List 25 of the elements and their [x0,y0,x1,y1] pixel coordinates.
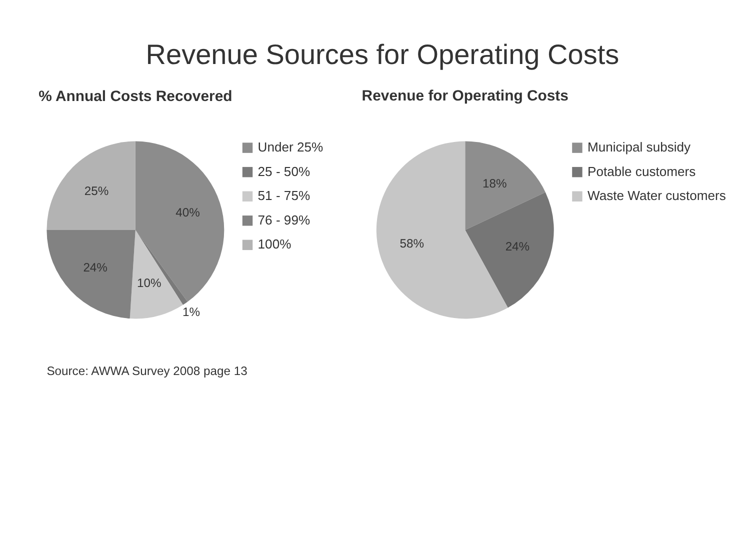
chart-subtitle: Revenue for Operating Costs [362,87,568,104]
pie-slice [465,141,546,230]
text: Revenue Sources for Operating Costs [146,38,620,70]
legend-label: 51 - 75% [258,188,310,204]
legend-label: Under 25% [258,140,324,155]
data-label: 24% [83,260,108,274]
legend-label: Municipal subsidy [587,140,692,155]
data-label: 1% [182,304,200,319]
source-note: Source: AWWA Survey 2008 page 13 [46,364,248,378]
legend-label: 100% [258,236,292,252]
data-label: 25% [84,184,109,198]
legend-label: 76 - 99% [258,212,310,228]
legend-label: Waste Water customers [587,188,726,204]
pie-slice [376,141,508,319]
data-label: 40% [176,206,200,220]
pie-slice [46,141,136,230]
data-label: 58% [400,236,424,250]
pie-slice [130,230,183,319]
chart-subtitle: % Annual Costs Recovered [38,88,232,106]
data-label: 18% [482,176,507,190]
legend-label: Potable customers [587,164,696,179]
pie-slice [465,192,554,308]
data-label: 10% [136,276,162,290]
legend-label: 25 - 50% [258,164,310,179]
data-label: 24% [505,240,530,254]
